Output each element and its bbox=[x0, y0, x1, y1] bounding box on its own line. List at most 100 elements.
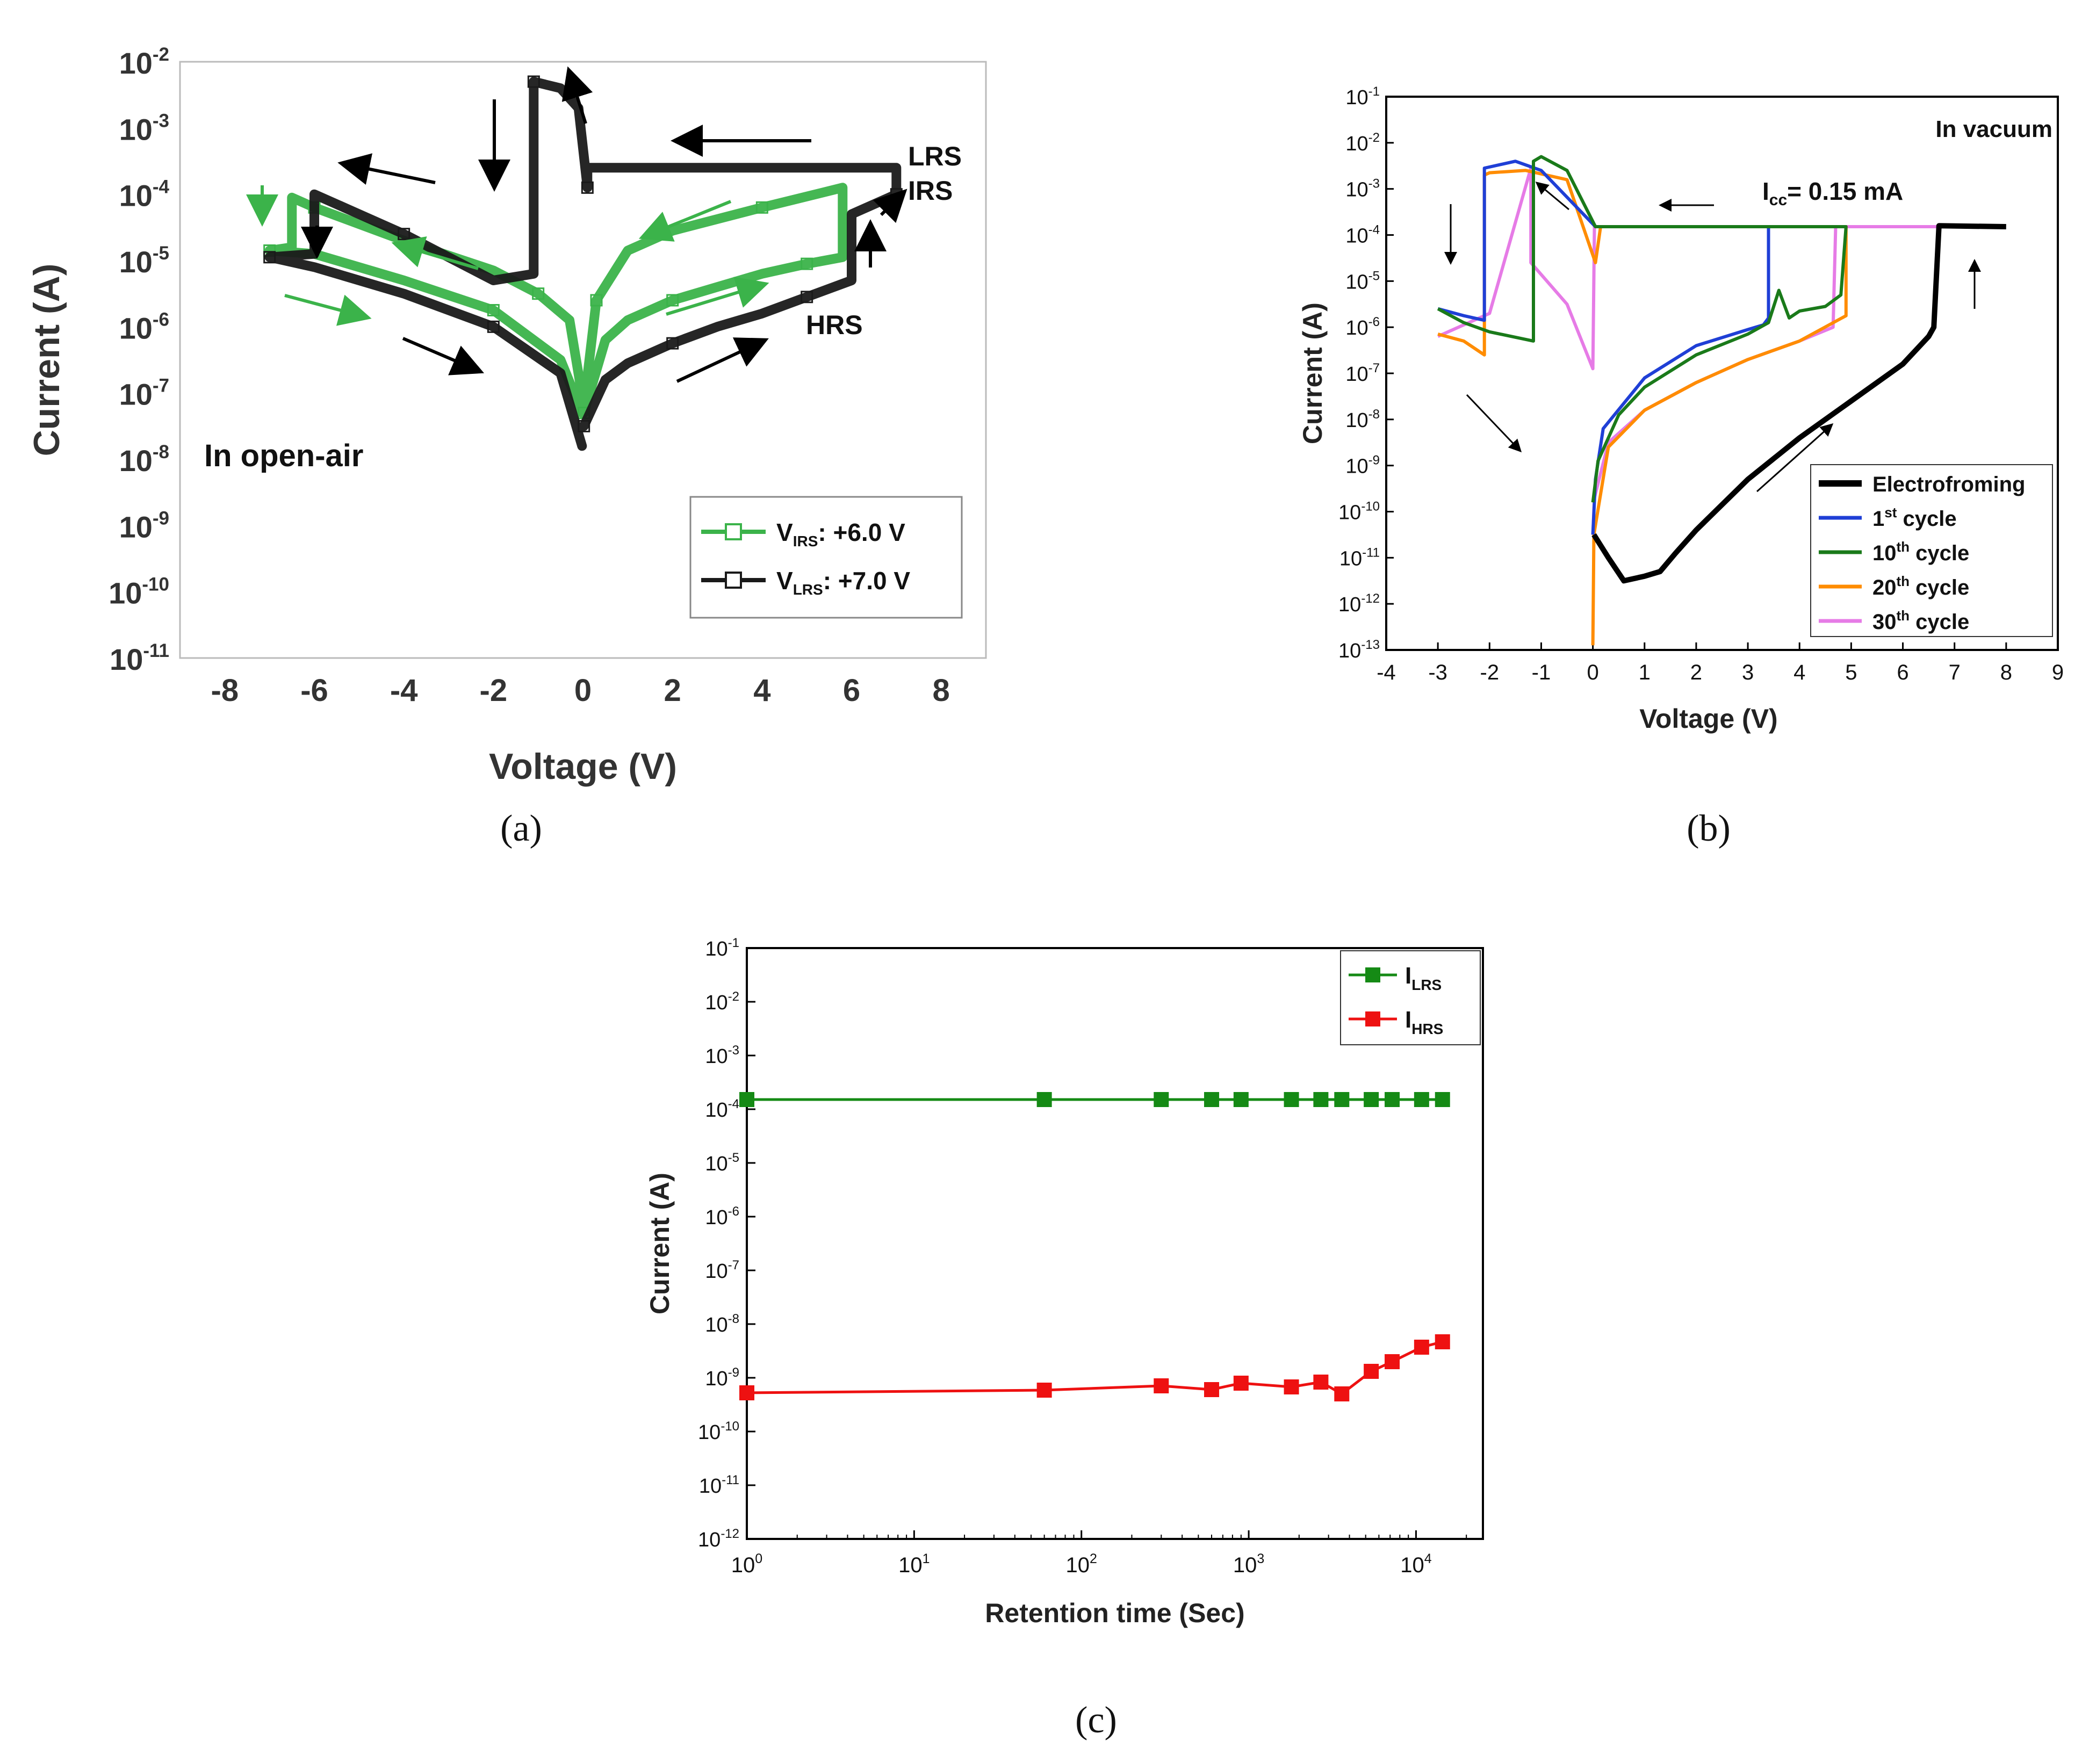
legend-label: VIRS: +6.0 V bbox=[776, 518, 905, 550]
data-point bbox=[1435, 1334, 1450, 1349]
tick-label-base: 10 bbox=[1345, 317, 1368, 339]
tick-label: 10-10 bbox=[698, 1419, 739, 1444]
tick-label-base: 10 bbox=[119, 444, 153, 478]
tick-label-base: 10 bbox=[1345, 225, 1368, 248]
legend-box bbox=[689, 496, 963, 619]
legend-label: ILRS bbox=[1405, 963, 1442, 993]
tick-label-exponent: -9 bbox=[728, 1365, 739, 1380]
arrow bbox=[666, 277, 769, 316]
tick-label-exponent: -5 bbox=[728, 1151, 739, 1165]
tick-label: 101 bbox=[898, 1551, 930, 1577]
data-point bbox=[1385, 1092, 1400, 1107]
data-point bbox=[1154, 1092, 1169, 1107]
panel-a-lrs-label: LRS bbox=[908, 141, 962, 171]
tick-label: 102 bbox=[1066, 1551, 1097, 1577]
panel-b-arrows bbox=[1444, 182, 1981, 493]
legend-label-superscript: th bbox=[1897, 539, 1910, 555]
data-point bbox=[1435, 1092, 1450, 1107]
legend-marker bbox=[1365, 967, 1380, 982]
tick-label-base: 10 bbox=[119, 245, 153, 279]
legend-label-subscript: IRS bbox=[793, 533, 818, 550]
data-point bbox=[1414, 1340, 1429, 1355]
data-point bbox=[487, 304, 500, 316]
arrow bbox=[391, 236, 479, 270]
tick-label: 104 bbox=[1400, 1551, 1432, 1577]
legend-box bbox=[1340, 950, 1481, 1045]
tick-label-exponent: -10 bbox=[721, 1419, 739, 1434]
legend-label-base: I bbox=[1405, 1007, 1411, 1033]
tick-label-base: 10 bbox=[705, 1260, 727, 1283]
tick-label-base: 10 bbox=[731, 1553, 755, 1577]
tick-label-exponent: -4 bbox=[153, 177, 170, 198]
tick-label-exponent: -3 bbox=[728, 1043, 739, 1058]
tick-label-base: 10 bbox=[698, 1421, 721, 1444]
tick-label: 10-8 bbox=[1345, 407, 1380, 432]
tick-label-base: 10 bbox=[705, 1153, 727, 1175]
legend-label-superscript: st bbox=[1884, 504, 1897, 520]
tick-label-base: 10 bbox=[699, 1475, 722, 1498]
tick-label-exponent: -7 bbox=[153, 375, 169, 396]
legend-label: IHRS bbox=[1405, 1007, 1443, 1037]
legend-label-rest: cycle bbox=[1910, 541, 1969, 565]
tick-label-base: 10 bbox=[705, 1045, 727, 1068]
tick-label: 10-9 bbox=[1345, 453, 1380, 478]
legend-label: 10th cycle bbox=[1872, 539, 1969, 565]
tick-label-base: 10 bbox=[1400, 1553, 1424, 1577]
data-point bbox=[755, 201, 768, 214]
arrow bbox=[402, 337, 485, 375]
tick-label-base: 10 bbox=[705, 992, 727, 1014]
panel-c-plot-area bbox=[746, 947, 1484, 1540]
tick-label: 10-13 bbox=[1338, 638, 1380, 662]
tick-label-base: 10 bbox=[110, 642, 143, 676]
data-point bbox=[801, 257, 813, 270]
tick-label-base: 10 bbox=[1233, 1553, 1257, 1577]
data-point bbox=[590, 294, 603, 307]
arrow bbox=[337, 153, 436, 185]
data-point bbox=[1233, 1376, 1249, 1391]
tick-label-exponent: -10 bbox=[142, 574, 169, 595]
data-point bbox=[1154, 1378, 1169, 1393]
tick-label-base: 10 bbox=[1338, 502, 1361, 524]
tick-label: 10-1 bbox=[705, 936, 739, 960]
data-point bbox=[1036, 1092, 1052, 1107]
tick-label: 2 bbox=[664, 673, 681, 708]
data-point bbox=[1334, 1092, 1350, 1107]
tick-label: 10-2 bbox=[119, 44, 169, 80]
tick-label: -2 bbox=[1480, 661, 1500, 684]
tick-label-exponent: -11 bbox=[1362, 545, 1380, 560]
series-line bbox=[1437, 155, 1848, 503]
tick-label: 10-4 bbox=[119, 177, 170, 213]
panel-a-y-ticks: 10-210-310-410-510-610-710-810-910-1010-… bbox=[109, 44, 169, 676]
tick-label: 10-3 bbox=[1345, 177, 1380, 201]
tick-label-exponent: -11 bbox=[722, 1473, 739, 1487]
tick-label: 10-10 bbox=[1338, 500, 1380, 524]
arrow bbox=[1466, 394, 1522, 453]
legend-label-base: 20 bbox=[1872, 576, 1897, 599]
tick-label: 10-2 bbox=[1345, 131, 1380, 155]
legend-label: VLRS: +7.0 V bbox=[776, 567, 910, 598]
tick-label-base: 10 bbox=[1345, 363, 1368, 386]
tick-label: 1 bbox=[1639, 661, 1651, 684]
data-point bbox=[1204, 1092, 1220, 1107]
tick-label: 5 bbox=[1845, 661, 1857, 684]
tick-label-base: 10 bbox=[705, 1368, 727, 1390]
tick-label-exponent: -3 bbox=[153, 110, 169, 131]
tick-label-exponent: -11 bbox=[143, 640, 169, 661]
tick-label: 10-5 bbox=[1345, 269, 1380, 293]
legend-label-rest: cycle bbox=[1910, 576, 1969, 599]
legend-label-rest: : +7.0 V bbox=[823, 567, 911, 595]
tick-label-exponent: -7 bbox=[728, 1258, 739, 1273]
tick-label: 10-11 bbox=[699, 1473, 739, 1498]
tick-label: 10-5 bbox=[119, 243, 169, 279]
tick-label-exponent: -3 bbox=[1368, 177, 1380, 191]
compliance-subscript: cc bbox=[1769, 191, 1787, 209]
tick-label-base: 10 bbox=[1345, 133, 1368, 155]
panel-b-y-axis-label: Current (A) bbox=[1298, 302, 1328, 444]
arrow bbox=[1756, 423, 1834, 493]
tick-label: 10-6 bbox=[1345, 315, 1380, 339]
tick-label-base: 10 bbox=[1345, 409, 1368, 432]
tick-label: 0 bbox=[1587, 661, 1598, 684]
tick-label-exponent: -9 bbox=[1368, 453, 1380, 468]
tick-label-base: 10 bbox=[119, 46, 153, 80]
